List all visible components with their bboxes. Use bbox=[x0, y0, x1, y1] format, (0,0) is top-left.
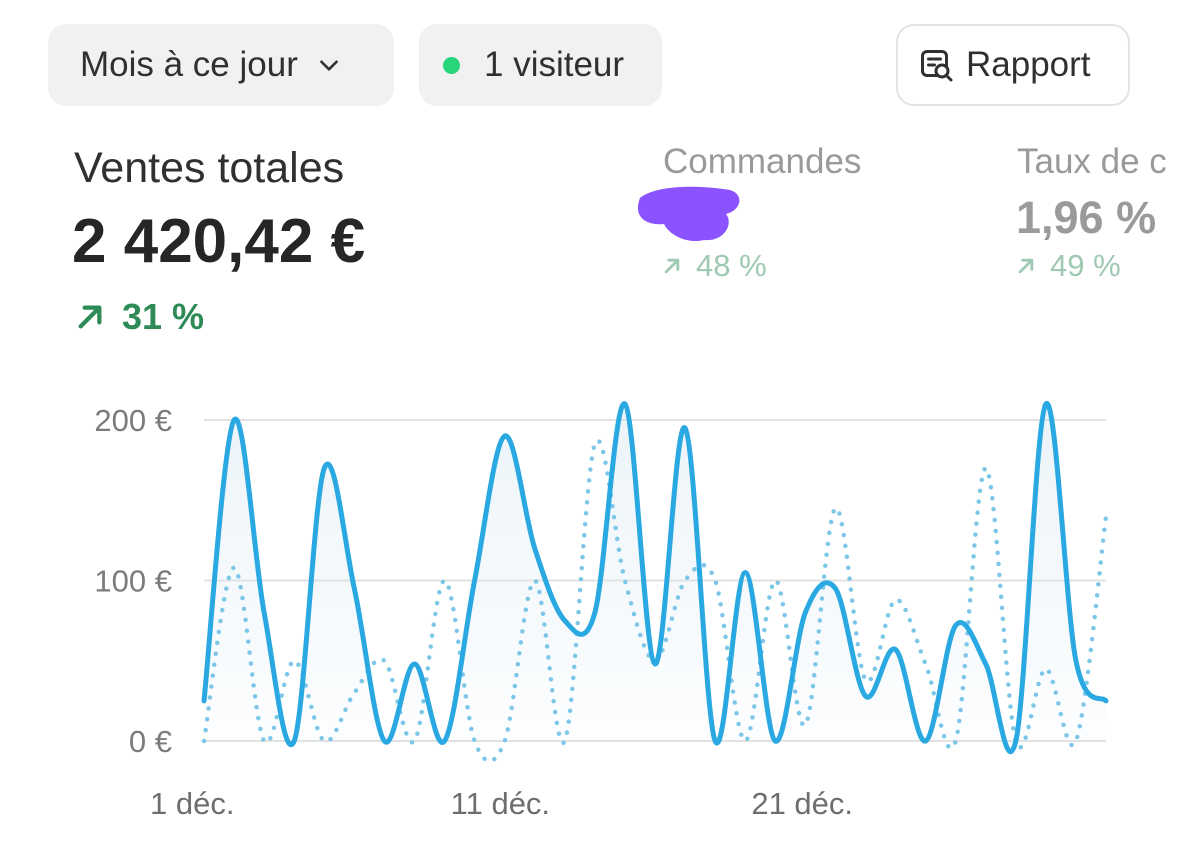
series-area bbox=[204, 403, 1106, 752]
conversion-delta: 49 % bbox=[1016, 248, 1121, 284]
total-sales-delta: 31 % bbox=[74, 296, 204, 338]
conversion-value: 1,96 % bbox=[1016, 192, 1157, 243]
conversion-delta-text: 49 % bbox=[1050, 248, 1121, 283]
x-tick-label: 11 déc. bbox=[451, 786, 550, 821]
orders-delta: 48 % bbox=[662, 248, 767, 284]
total-sales-value: 2 420,42 € bbox=[72, 207, 366, 276]
arrow-up-right-icon bbox=[664, 258, 680, 274]
x-tick-label: 21 déc. bbox=[751, 786, 853, 821]
y-axis: 200 € 100 € 0 € bbox=[94, 403, 172, 759]
conversion-label[interactable]: Taux de c bbox=[1017, 142, 1167, 181]
orders-label[interactable]: Commandes bbox=[663, 142, 862, 181]
comparison-series-line bbox=[201, 438, 1109, 764]
arrow-up-right-icon bbox=[78, 305, 102, 329]
sales-line-chart[interactable]: 200 € 100 € 0 € 1 déc. 11 déc. 21 déc. bbox=[0, 380, 1179, 845]
total-sales-label[interactable]: Ventes totales bbox=[74, 144, 345, 192]
chart-series bbox=[201, 401, 1109, 764]
live-visitors-indicator[interactable]: 1 visiteur bbox=[419, 24, 662, 106]
y-tick-label: 200 € bbox=[94, 403, 172, 438]
redaction-scribble bbox=[637, 186, 740, 242]
period-selector[interactable]: Mois à ce jour bbox=[48, 24, 394, 106]
visitors-label: 1 visiteur bbox=[484, 45, 625, 84]
orders-delta-text: 48 % bbox=[696, 248, 767, 283]
report-button[interactable]: Rapport bbox=[896, 24, 1130, 106]
live-dot-icon bbox=[443, 56, 460, 74]
x-tick-label: 1 déc. bbox=[150, 786, 234, 821]
chevron-down-icon bbox=[319, 60, 338, 71]
arrow-up-right-icon bbox=[1018, 258, 1034, 274]
total-sales-delta-text: 31 % bbox=[122, 296, 205, 337]
y-tick-label: 0 € bbox=[129, 724, 172, 759]
report-label: Rapport bbox=[966, 45, 1091, 84]
period-label: Mois à ce jour bbox=[80, 45, 298, 84]
primary-series-line bbox=[201, 401, 1109, 755]
report-search-icon bbox=[921, 50, 953, 82]
x-axis: 1 déc. 11 déc. 21 déc. bbox=[150, 786, 853, 821]
y-tick-label: 100 € bbox=[94, 564, 172, 599]
